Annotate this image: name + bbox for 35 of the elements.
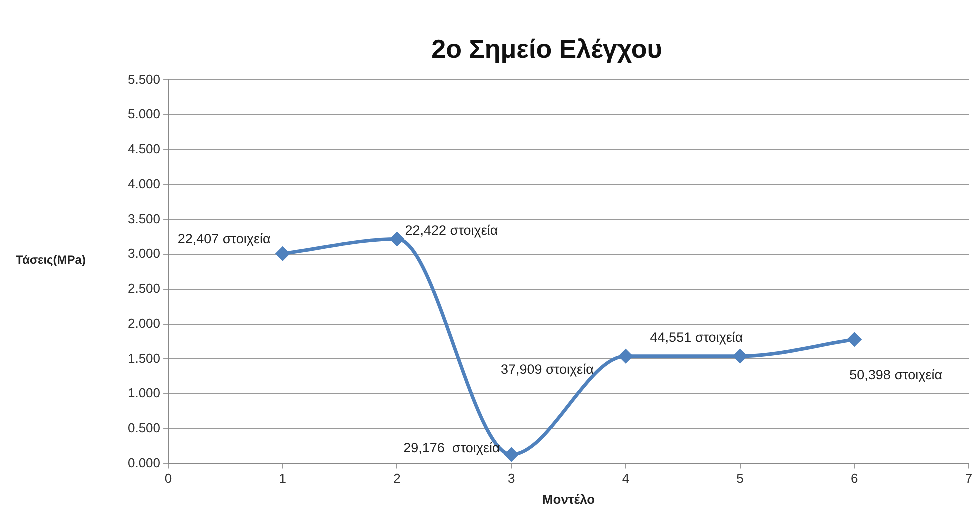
x-tick-label: 2 (394, 471, 401, 486)
y-tick-label: 5.000 (128, 106, 161, 122)
annotation: 22,407 στοιχεία (178, 232, 272, 247)
y-tick-label: 4.500 (128, 142, 161, 157)
x-tick-label: 7 (965, 471, 973, 486)
chart-title: 2ο Σημείο Ελέγχου (432, 34, 662, 64)
x-tick-label: 3 (508, 471, 516, 486)
y-tick-label: 1.000 (128, 386, 161, 401)
y-tick-label: 1.500 (128, 350, 161, 366)
point (390, 232, 404, 246)
x-axis-title: Μοντέλο (542, 492, 596, 507)
point (619, 350, 633, 364)
annotation: 37,909 στοιχεία (500, 362, 594, 378)
annotation: 29,176 στοιχεία (404, 440, 500, 456)
annotation: 44,551 στοιχεία (650, 330, 744, 346)
point (504, 448, 518, 462)
x-tick-label: 5 (736, 471, 744, 486)
y-tick-label: 3.000 (128, 246, 161, 262)
y-tick-label: 4.000 (128, 176, 161, 192)
y-tick-label: 0.000 (128, 455, 161, 470)
x-tick-label: 0 (164, 471, 172, 486)
point (848, 332, 862, 346)
y-tick-label: 5.500 (128, 72, 161, 87)
x-tick-label: 6 (851, 471, 858, 486)
point (276, 247, 290, 261)
y-tick-label: 0.500 (128, 420, 161, 436)
y-tick-label: 2.500 (128, 281, 161, 296)
y-tick-label: 3.500 (128, 211, 161, 226)
y-axis-title: Τάσεις(MPa) (16, 252, 86, 267)
x-tick-label: 4 (622, 471, 630, 486)
point (734, 350, 748, 364)
annotation: 22,422 στοιχεία (405, 222, 498, 238)
y-tick-label: 2.000 (128, 316, 161, 331)
x-tick-label: 1 (279, 471, 286, 486)
annotation: 50,398 στοιχεία (850, 367, 943, 382)
